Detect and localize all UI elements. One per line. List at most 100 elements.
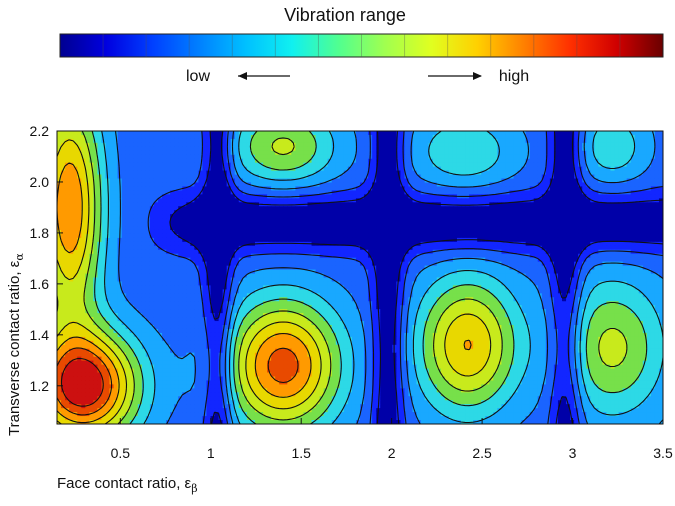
contour-cell <box>198 241 204 247</box>
contour-cell <box>440 226 446 231</box>
contour-cell <box>432 158 438 164</box>
contour-cell <box>400 233 406 239</box>
contour-cell <box>537 233 543 239</box>
contour-cell <box>174 218 179 223</box>
contour-cell <box>469 150 474 156</box>
contour-cell <box>295 229 300 235</box>
contour-cell <box>149 154 155 160</box>
contour-cell <box>521 158 527 164</box>
contour-cell <box>105 150 111 156</box>
contour-cell <box>412 170 418 176</box>
contour-cell <box>259 245 264 251</box>
contour-cell <box>307 142 313 148</box>
contour-cell <box>69 233 74 239</box>
contour-cell <box>473 233 478 239</box>
contour-cell <box>469 182 474 188</box>
contour-cell <box>650 218 656 223</box>
contour-cell <box>85 261 90 267</box>
contour-cell <box>392 210 397 215</box>
contour-cell <box>481 233 486 239</box>
contour-cell <box>622 150 628 156</box>
contour-cell <box>174 257 179 263</box>
contour-cell <box>287 170 292 176</box>
contour-cell <box>246 174 252 180</box>
contour-cell <box>291 214 296 219</box>
contour-cell <box>654 253 660 259</box>
contour-cell <box>61 261 66 267</box>
contour-cell <box>129 229 135 235</box>
contour-cell <box>137 202 143 207</box>
contour-cell <box>501 146 507 152</box>
contour-cell <box>202 222 208 227</box>
contour-cell <box>101 198 107 203</box>
contour-cell <box>133 158 139 164</box>
contour-cell <box>380 146 385 152</box>
contour-cell <box>392 142 397 148</box>
contour-cell <box>545 214 551 219</box>
contour-cell <box>279 146 284 152</box>
contour-cell <box>57 198 62 203</box>
contour-cell <box>634 166 640 172</box>
contour-cell <box>549 233 555 239</box>
contour-cell <box>570 166 575 172</box>
contour-cell <box>267 226 272 231</box>
contour-cell <box>355 174 361 180</box>
contour-cell <box>295 226 300 231</box>
contour-cell <box>489 138 494 144</box>
contour-cell <box>412 162 418 168</box>
contour-cell <box>170 245 175 251</box>
contour-cell <box>465 214 470 219</box>
contour-cell <box>396 237 401 243</box>
contour-cell <box>485 229 490 235</box>
contour-cell <box>614 190 620 195</box>
contour-cell <box>323 178 329 184</box>
contour-cell <box>646 245 652 251</box>
contour-cell <box>347 150 353 156</box>
contour-cell <box>513 249 519 255</box>
contour-cell <box>533 257 539 263</box>
contour-cell <box>634 257 640 263</box>
contour-cell <box>194 210 199 215</box>
contour-cell <box>89 182 94 188</box>
contour-cell <box>214 190 220 195</box>
contour-cell <box>396 190 401 195</box>
contour-cell <box>541 198 547 203</box>
contour-cell <box>566 190 571 195</box>
contour-cell <box>448 206 454 211</box>
contour-cell <box>230 194 236 199</box>
contour-cell <box>335 241 341 247</box>
contour-cell <box>162 150 167 156</box>
contour-cell <box>166 214 171 219</box>
contour-cell <box>570 186 575 191</box>
contour-cell <box>85 206 90 211</box>
contour-cell <box>214 210 220 215</box>
contour-cell <box>618 241 624 247</box>
contour-cell <box>287 142 292 148</box>
contour-cell <box>311 229 317 235</box>
contour-cell <box>368 194 373 199</box>
contour-cell <box>263 253 268 259</box>
contour-cell <box>198 131 204 136</box>
contour-cell <box>194 138 199 144</box>
contour-cell <box>351 233 357 239</box>
contour-cell <box>654 226 660 231</box>
contour-cell <box>557 237 563 243</box>
contour-cell <box>497 237 502 243</box>
contour-cell <box>61 186 66 191</box>
contour-cell <box>141 226 147 231</box>
contour-cell <box>618 186 624 191</box>
contour-cell <box>392 206 397 211</box>
contour-cell <box>335 226 341 231</box>
contour-cell <box>525 202 531 207</box>
contour-cell <box>125 226 131 231</box>
contour-cell <box>432 142 438 148</box>
contour-cell <box>380 218 385 223</box>
contour-cell <box>315 131 321 136</box>
contour-cell <box>428 237 434 243</box>
contour-cell <box>73 146 78 152</box>
contour-cell <box>214 253 220 259</box>
contour-cell <box>424 210 430 215</box>
contour-cell <box>210 214 216 219</box>
contour-cell <box>355 237 361 243</box>
contour-cell <box>658 202 663 207</box>
